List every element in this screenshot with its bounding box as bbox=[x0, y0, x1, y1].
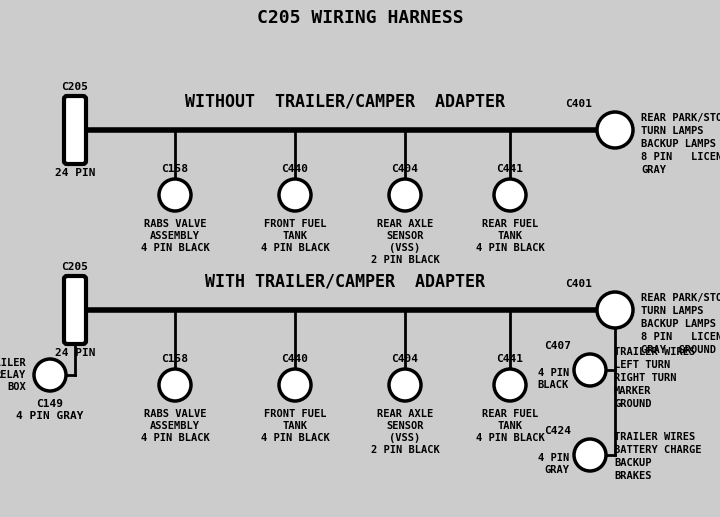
Text: RABS VALVE: RABS VALVE bbox=[144, 219, 206, 229]
Text: WITHOUT  TRAILER/CAMPER  ADAPTER: WITHOUT TRAILER/CAMPER ADAPTER bbox=[185, 93, 505, 111]
Text: C424: C424 bbox=[544, 426, 571, 436]
Text: C441: C441 bbox=[497, 164, 523, 174]
Text: FRONT FUEL: FRONT FUEL bbox=[264, 219, 326, 229]
Circle shape bbox=[494, 179, 526, 211]
Text: RELAY: RELAY bbox=[0, 370, 26, 380]
Text: TRAILER: TRAILER bbox=[0, 358, 26, 368]
Text: 4 PIN BLACK: 4 PIN BLACK bbox=[140, 243, 210, 253]
Text: C440: C440 bbox=[282, 164, 308, 174]
Text: GRAY: GRAY bbox=[544, 465, 569, 475]
Text: C441: C441 bbox=[497, 354, 523, 364]
Text: 4 PIN GRAY: 4 PIN GRAY bbox=[17, 411, 84, 421]
Circle shape bbox=[34, 359, 66, 391]
Text: SENSOR: SENSOR bbox=[386, 421, 424, 431]
Text: C407: C407 bbox=[544, 341, 571, 351]
Text: 4 PIN BLACK: 4 PIN BLACK bbox=[476, 243, 544, 253]
Text: REAR AXLE: REAR AXLE bbox=[377, 219, 433, 229]
Text: WITH TRAILER/CAMPER  ADAPTER: WITH TRAILER/CAMPER ADAPTER bbox=[205, 273, 485, 291]
Text: ASSEMBLY: ASSEMBLY bbox=[150, 421, 200, 431]
Circle shape bbox=[389, 369, 421, 401]
Text: REAR FUEL: REAR FUEL bbox=[482, 409, 538, 419]
Text: C401: C401 bbox=[565, 99, 592, 109]
Text: BACKUP LAMPS: BACKUP LAMPS bbox=[641, 319, 716, 329]
Text: BRAKES: BRAKES bbox=[614, 471, 652, 481]
Text: SENSOR: SENSOR bbox=[386, 231, 424, 241]
Text: (VSS): (VSS) bbox=[390, 433, 420, 443]
Text: REAR AXLE: REAR AXLE bbox=[377, 409, 433, 419]
Circle shape bbox=[279, 369, 311, 401]
Circle shape bbox=[159, 179, 191, 211]
Text: GROUND: GROUND bbox=[614, 399, 652, 409]
Text: C158: C158 bbox=[161, 164, 189, 174]
Circle shape bbox=[389, 179, 421, 211]
Text: MARKER: MARKER bbox=[614, 386, 652, 396]
Circle shape bbox=[494, 369, 526, 401]
Text: RABS VALVE: RABS VALVE bbox=[144, 409, 206, 419]
Text: RIGHT TURN: RIGHT TURN bbox=[614, 373, 677, 383]
Text: ASSEMBLY: ASSEMBLY bbox=[150, 231, 200, 241]
Text: BLACK: BLACK bbox=[538, 380, 569, 390]
Text: TANK: TANK bbox=[282, 231, 307, 241]
Text: BACKUP: BACKUP bbox=[614, 458, 652, 468]
Text: 4 PIN: 4 PIN bbox=[538, 453, 569, 463]
Text: TANK: TANK bbox=[282, 421, 307, 431]
Text: LEFT TURN: LEFT TURN bbox=[614, 360, 670, 370]
Text: TRAILER WIRES: TRAILER WIRES bbox=[614, 347, 696, 357]
Text: BATTERY CHARGE: BATTERY CHARGE bbox=[614, 445, 701, 455]
Text: TANK: TANK bbox=[498, 231, 523, 241]
Circle shape bbox=[574, 439, 606, 471]
Text: C440: C440 bbox=[282, 354, 308, 364]
FancyBboxPatch shape bbox=[64, 96, 86, 164]
Text: 4 PIN BLACK: 4 PIN BLACK bbox=[261, 433, 329, 443]
Text: 4 PIN: 4 PIN bbox=[538, 368, 569, 378]
Circle shape bbox=[597, 292, 633, 328]
Text: C149: C149 bbox=[37, 399, 63, 409]
Text: C404: C404 bbox=[392, 354, 418, 364]
Text: 4 PIN BLACK: 4 PIN BLACK bbox=[261, 243, 329, 253]
Text: 2 PIN BLACK: 2 PIN BLACK bbox=[371, 445, 439, 455]
Text: GRAY: GRAY bbox=[641, 165, 666, 175]
Text: BACKUP LAMPS: BACKUP LAMPS bbox=[641, 139, 716, 149]
Text: TANK: TANK bbox=[498, 421, 523, 431]
Text: 8 PIN   LICENSE LAMPS: 8 PIN LICENSE LAMPS bbox=[641, 152, 720, 162]
Circle shape bbox=[574, 354, 606, 386]
Circle shape bbox=[159, 369, 191, 401]
Text: 24 PIN: 24 PIN bbox=[55, 168, 95, 178]
Text: C404: C404 bbox=[392, 164, 418, 174]
Text: C205: C205 bbox=[61, 262, 89, 272]
Circle shape bbox=[279, 179, 311, 211]
Text: BOX: BOX bbox=[7, 382, 26, 392]
Text: C205 WIRING HARNESS: C205 WIRING HARNESS bbox=[257, 9, 463, 27]
Text: 2 PIN BLACK: 2 PIN BLACK bbox=[371, 255, 439, 265]
Text: 4 PIN BLACK: 4 PIN BLACK bbox=[140, 433, 210, 443]
Circle shape bbox=[597, 112, 633, 148]
Text: GRAY  GROUND: GRAY GROUND bbox=[641, 345, 716, 355]
Text: (VSS): (VSS) bbox=[390, 243, 420, 253]
Text: C205: C205 bbox=[61, 82, 89, 92]
Text: 8 PIN   LICENSE LAMPS: 8 PIN LICENSE LAMPS bbox=[641, 332, 720, 342]
FancyBboxPatch shape bbox=[64, 276, 86, 344]
Text: TRAILER WIRES: TRAILER WIRES bbox=[614, 432, 696, 442]
Text: C401: C401 bbox=[565, 279, 592, 289]
Text: C158: C158 bbox=[161, 354, 189, 364]
Text: 4 PIN BLACK: 4 PIN BLACK bbox=[476, 433, 544, 443]
Text: REAR FUEL: REAR FUEL bbox=[482, 219, 538, 229]
Text: REAR PARK/STOP: REAR PARK/STOP bbox=[641, 293, 720, 303]
Text: TURN LAMPS: TURN LAMPS bbox=[641, 306, 703, 316]
Text: REAR PARK/STOP: REAR PARK/STOP bbox=[641, 113, 720, 123]
Text: TURN LAMPS: TURN LAMPS bbox=[641, 126, 703, 136]
Text: 24 PIN: 24 PIN bbox=[55, 348, 95, 358]
Text: FRONT FUEL: FRONT FUEL bbox=[264, 409, 326, 419]
